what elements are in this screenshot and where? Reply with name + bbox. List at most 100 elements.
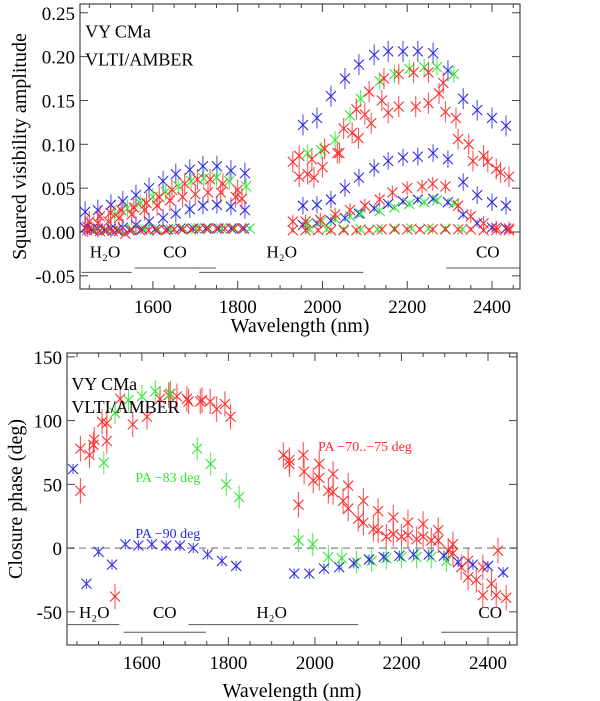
data-point-marker — [423, 549, 435, 560]
data-point-marker — [166, 184, 178, 196]
data-point-marker — [225, 201, 237, 212]
annotation-label: PA −83 deg — [135, 471, 200, 486]
data-point-marker — [211, 403, 223, 415]
data-point-marker — [205, 458, 217, 470]
data-point-marker — [219, 223, 231, 234]
data-point-marker — [106, 559, 118, 571]
data-point-marker — [219, 398, 231, 410]
x-tick-label: 2400 — [473, 297, 511, 318]
data-point-marker — [177, 223, 188, 235]
y-tick-label: 0.15 — [42, 91, 75, 112]
data-point-marker — [433, 88, 445, 99]
data-point-marker — [311, 112, 323, 124]
data-point-marker — [452, 200, 464, 212]
data-point-marker — [105, 207, 116, 219]
data-point-marker — [325, 194, 337, 205]
data-point-marker — [154, 393, 166, 405]
data-point-marker — [393, 550, 405, 562]
data-point-marker — [133, 540, 144, 551]
data-point-marker — [306, 153, 318, 165]
data-point-marker — [457, 209, 469, 220]
data-point-marker — [448, 68, 460, 80]
data-point-marker — [191, 443, 203, 455]
data-point-marker — [139, 204, 150, 216]
data-point-marker — [344, 204, 356, 216]
data-point-marker — [307, 538, 319, 550]
data-point-marker — [184, 164, 196, 176]
data-point-marker — [418, 196, 430, 208]
annotation-label: VY CMa — [71, 374, 137, 394]
data-point-marker — [160, 540, 172, 551]
data-point-marker — [467, 155, 479, 167]
data-point-marker — [203, 223, 215, 234]
annotation-label: PA −70..−75 deg — [318, 440, 412, 455]
x-tick-label: 2400 — [469, 653, 507, 674]
absorption-band-label: H₂O — [267, 242, 297, 261]
data-point-marker — [490, 589, 502, 601]
data-point-marker — [382, 45, 394, 57]
data-point-marker — [111, 224, 123, 236]
data-point-marker — [151, 200, 163, 212]
data-point-marker — [471, 189, 483, 201]
data-point-marker — [287, 224, 299, 236]
data-point-marker — [172, 181, 184, 192]
data-point-marker — [359, 200, 371, 212]
data-point-marker — [478, 150, 489, 162]
data-point-marker — [355, 208, 367, 219]
data-point-marker — [126, 209, 138, 220]
data-point-marker — [372, 524, 384, 536]
data-point-marker — [236, 193, 248, 205]
data-point-marker — [408, 549, 419, 560]
data-point-marker — [318, 563, 330, 574]
data-point-marker — [93, 546, 104, 558]
data-point-marker — [141, 411, 153, 423]
data-point-marker — [440, 181, 451, 192]
data-point-marker — [353, 172, 365, 184]
visibility-panel: 1600 1800 2000 2200 2400 -0.05 0.00 0.05 0.10 0.1… — [9, 3, 521, 337]
data-point-marker — [470, 574, 482, 586]
data-point-marker — [337, 495, 349, 507]
data-point-marker — [380, 531, 392, 543]
data-point-marker — [338, 224, 350, 236]
data-point-marker — [437, 77, 449, 89]
data-point-marker — [325, 90, 337, 102]
data-point-marker — [189, 188, 201, 200]
data-point-marker — [462, 572, 474, 583]
data-point-marker — [412, 45, 424, 57]
data-point-marker — [136, 390, 148, 402]
data-point-marker — [427, 178, 439, 190]
y-tick-label: -0.05 — [35, 267, 75, 288]
data-point-marker — [327, 468, 339, 480]
data-point-marker — [382, 198, 394, 210]
data-point-marker — [492, 545, 504, 557]
data-point-marker — [358, 517, 369, 528]
data-point-marker — [500, 120, 512, 132]
data-point-marker — [98, 224, 110, 236]
data-point-marker — [293, 499, 304, 511]
data-point-marker — [440, 223, 451, 235]
data-point-marker — [157, 212, 169, 224]
data-point-marker — [130, 189, 142, 201]
y-axis-label: Closure phase (deg) — [5, 419, 27, 579]
data-point-marker — [277, 449, 289, 461]
series-blue — [297, 193, 512, 234]
data-point-marker — [236, 223, 248, 234]
data-point-marker — [322, 551, 334, 563]
y-axis-label: Squared visibility amplitude — [9, 33, 31, 260]
data-point-marker — [216, 223, 227, 234]
data-point-marker — [333, 561, 345, 573]
data-point-marker — [500, 592, 512, 604]
data-point-marker — [284, 458, 295, 470]
data-point-marker — [329, 134, 341, 146]
data-point-marker — [327, 486, 339, 498]
absorption-band-label: CO — [476, 242, 500, 261]
data-point-marker — [482, 560, 494, 572]
data-point-marker — [185, 175, 197, 187]
data-point-marker — [338, 123, 350, 134]
data-point-marker — [185, 223, 197, 235]
data-point-marker — [168, 223, 180, 235]
data-point-marker — [153, 191, 165, 203]
data-point-marker — [216, 555, 228, 567]
data-point-marker — [151, 224, 163, 236]
